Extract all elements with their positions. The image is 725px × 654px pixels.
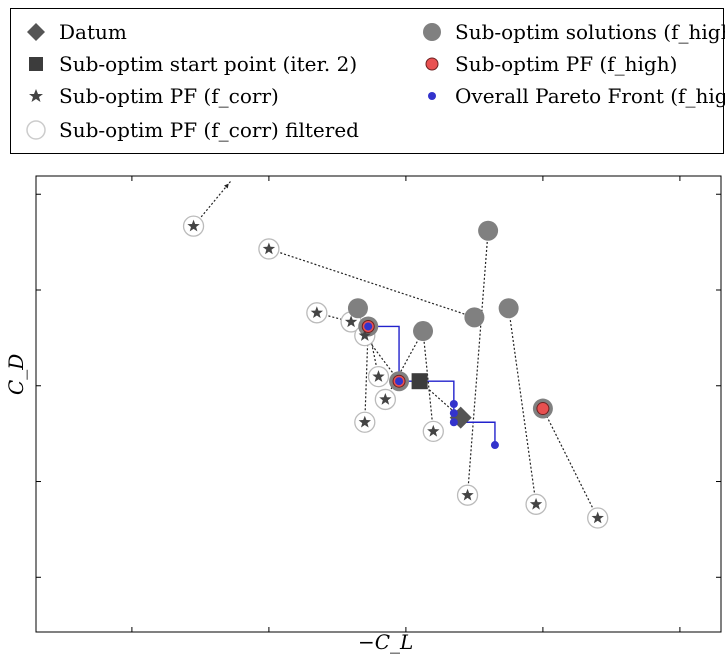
legend-item-sub-solutions: Sub-optim solutions (f_high)	[421, 17, 725, 47]
square-icon	[25, 53, 47, 75]
overall-pf-point	[449, 400, 458, 408]
pf-corr-star	[310, 306, 324, 319]
sub-solution-point	[498, 298, 519, 319]
pf-high-point	[536, 402, 550, 416]
pf-corr-star	[591, 511, 604, 524]
link-line	[508, 308, 537, 505]
pareto-front-step-line	[368, 325, 496, 446]
y-axis-label: C_D	[4, 353, 28, 395]
link-lines	[193, 180, 599, 519]
link-arrowhead	[224, 183, 229, 189]
sub-solution-point	[347, 298, 368, 319]
axis-ticks	[36, 176, 721, 632]
legend-label-pf-high: Sub-optim PF (f_high)	[455, 52, 678, 76]
legend-label-overall-pf: Overall Pareto Front (f_high)	[455, 84, 725, 108]
pf-corr-star	[358, 415, 371, 428]
legend-label-sub-solutions: Sub-optim solutions (f_high)	[455, 20, 725, 44]
pf-corr-star	[529, 497, 543, 510]
legend-item-pf-high: Sub-optim PF (f_high)	[421, 49, 677, 79]
star-icon	[25, 85, 47, 107]
legend-label-pf-corr: Sub-optim PF (f_corr)	[59, 84, 279, 108]
pf-corr-star	[427, 424, 440, 437]
x-axis-label: −C_L	[358, 630, 414, 654]
legend-label-pf-corr-filtered: Sub-optim PF (f_corr) filtered	[59, 118, 359, 142]
legend-item-overall-pf: Overall Pareto Front (f_high)	[421, 81, 725, 111]
link-line	[268, 248, 475, 318]
pf-corr-star	[358, 329, 371, 341]
legend-item-datum: Datum	[25, 17, 127, 47]
sub-solution-point	[464, 307, 485, 328]
overall-pf-point	[449, 409, 458, 418]
pf-corr-star	[344, 315, 358, 328]
legend-item-pf-corr: Sub-optim PF (f_corr)	[25, 81, 279, 111]
legend-label-datum: Datum	[59, 20, 127, 44]
legend: Datum Sub-optim start point (iter. 2) Su…	[10, 8, 725, 154]
link-line	[384, 330, 424, 400]
plot-frame	[35, 175, 722, 633]
pf-corr-star	[187, 219, 200, 232]
start-point	[411, 373, 428, 390]
open-circle-icon	[25, 119, 47, 141]
gray-circle-icon	[421, 21, 443, 43]
overall-pf-point	[395, 377, 404, 386]
legend-label-start-point: Sub-optim start point (iter. 2)	[59, 52, 358, 76]
legend-item-start-point: Sub-optim start point (iter. 2)	[25, 49, 357, 79]
link-line	[422, 330, 434, 432]
sub-solution-point	[478, 220, 499, 241]
pf-corr-star	[372, 370, 385, 382]
legend-item-pf-corr-filtered: Sub-optim PF (f_corr) filtered	[25, 115, 359, 145]
link-line	[466, 230, 489, 496]
pf-corr-star	[379, 392, 392, 405]
link-line	[542, 408, 599, 519]
blue-dot-icon	[421, 85, 443, 107]
overall-pf-point	[490, 441, 499, 450]
pf-corr-star	[461, 488, 474, 501]
plot-markers	[182, 215, 609, 529]
overall-pf-point	[449, 418, 458, 427]
overall-pf-point	[364, 322, 373, 331]
sub-solution-point	[413, 321, 434, 342]
diamond-icon	[25, 21, 47, 43]
red-circle-icon	[421, 53, 443, 75]
pareto-front-line	[368, 325, 496, 446]
pf-corr-star	[262, 242, 276, 255]
